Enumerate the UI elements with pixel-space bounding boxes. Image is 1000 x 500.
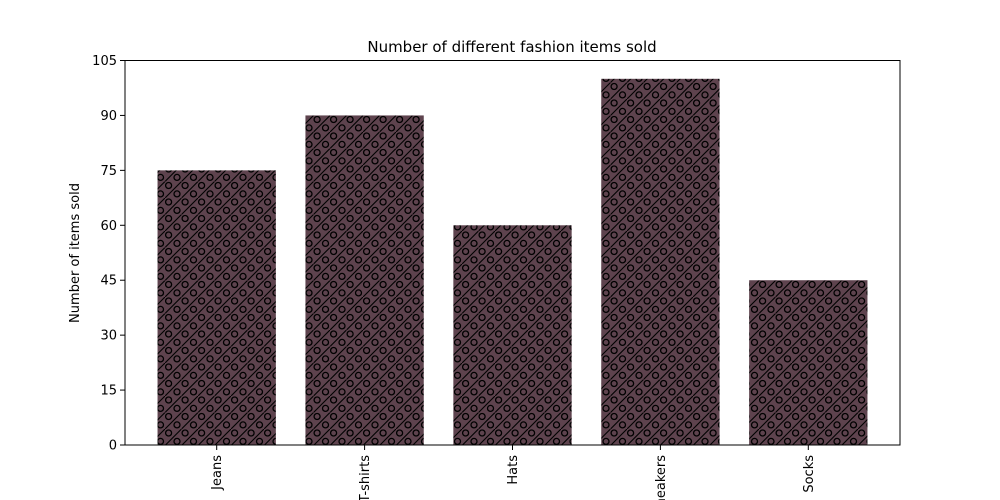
y-tick-label: 45 — [100, 274, 117, 289]
x-tick-label: Sneakers — [654, 455, 669, 500]
x-tick-label: Socks — [802, 455, 817, 493]
y-tick-label: 0 — [109, 439, 117, 454]
bar-socks — [749, 280, 868, 445]
x-tick-label: Jeans — [210, 455, 225, 491]
y-tick-label: 30 — [100, 329, 117, 344]
x-axis-ticks: Jeans T-shirts Hats Sneakers Socks — [210, 445, 817, 500]
chart-title: Number of different fashion items sold — [367, 38, 656, 56]
bar-hats — [453, 225, 572, 445]
bars-group — [157, 78, 868, 446]
bar-jeans — [157, 170, 276, 445]
bar-t-shirts — [305, 115, 424, 445]
y-tick-label: 90 — [100, 109, 117, 124]
y-axis-ticks: 0 15 30 45 60 75 90 105 — [92, 54, 125, 454]
y-tick-label: 15 — [100, 384, 117, 399]
y-tick-label: 105 — [92, 54, 117, 69]
y-axis-label: Number of items sold — [68, 183, 83, 323]
x-tick-label: Hats — [506, 455, 521, 485]
bar-sneakers — [601, 78, 720, 446]
y-tick-label: 60 — [100, 219, 117, 234]
x-tick-label: T-shirts — [358, 455, 373, 500]
plot-frame — [124, 60, 901, 446]
y-tick-label: 75 — [100, 164, 117, 179]
